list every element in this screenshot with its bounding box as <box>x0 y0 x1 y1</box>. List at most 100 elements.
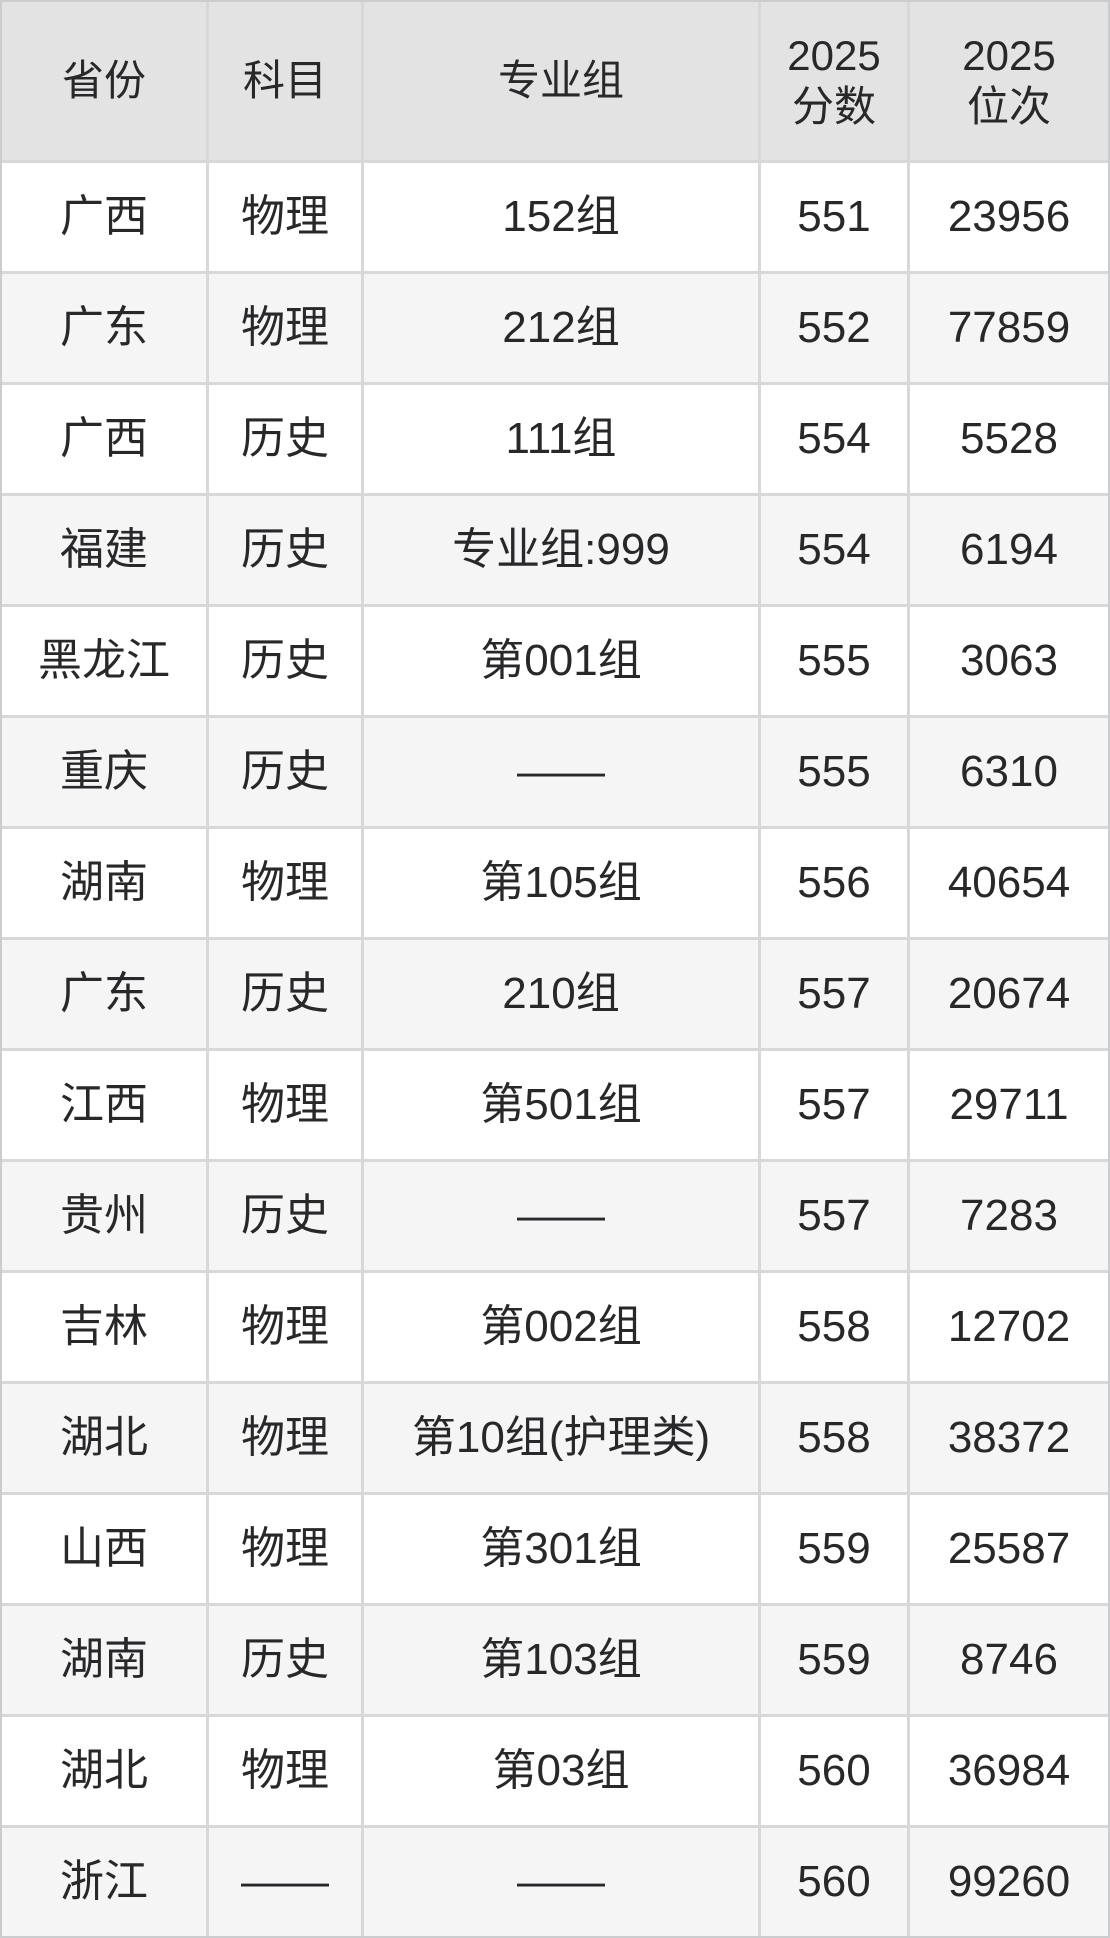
table-cell-subject: 物理 <box>209 1717 361 1825</box>
table-header-row: 省份 科目 专业组 2025 分数 2025 位次 <box>2 2 1108 160</box>
table-cell-group: 第103组 <box>364 1606 758 1714</box>
table-row: 吉林 物理 第002组 558 12702 <box>2 1273 1108 1381</box>
table-cell-group: 第501组 <box>364 1051 758 1159</box>
table-cell-group: —— <box>364 1162 758 1270</box>
column-header-group: 专业组 <box>364 2 758 160</box>
table-cell-province: 浙江 <box>2 1828 206 1936</box>
table-cell-rank_2025: 38372 <box>910 1384 1108 1492</box>
table-cell-subject: —— <box>209 1828 361 1936</box>
table-cell-group: 第10组(护理类) <box>364 1384 758 1492</box>
table-cell-subject: 物理 <box>209 274 361 382</box>
table-cell-group: 152组 <box>364 163 758 271</box>
table-cell-score_2025: 555 <box>761 718 907 826</box>
table-cell-group: 111组 <box>364 385 758 493</box>
table-cell-subject: 历史 <box>209 385 361 493</box>
table-cell-rank_2025: 6194 <box>910 496 1108 604</box>
table-cell-subject: 历史 <box>209 1606 361 1714</box>
table-cell-score_2025: 551 <box>761 163 907 271</box>
column-header-label: 专业组 <box>497 57 624 105</box>
table-cell-group: 212组 <box>364 274 758 382</box>
column-header-province: 省份 <box>2 2 206 160</box>
table-cell-subject: 物理 <box>209 829 361 937</box>
table-row: 广西 历史 111组 554 5528 <box>2 385 1108 493</box>
table-cell-group: 第002组 <box>364 1273 758 1381</box>
table-cell-subject: 物理 <box>209 1384 361 1492</box>
table-cell-rank_2025: 20674 <box>910 940 1108 1048</box>
table-cell-province: 湖南 <box>2 829 206 937</box>
table-cell-subject: 物理 <box>209 1051 361 1159</box>
column-header-label: 位次 <box>966 83 1051 130</box>
table-cell-score_2025: 558 <box>761 1273 907 1381</box>
table-cell-province: 山西 <box>2 1495 206 1603</box>
table-cell-province: 广东 <box>2 940 206 1048</box>
table-cell-group: —— <box>364 718 758 826</box>
table-cell-subject: 历史 <box>209 718 361 826</box>
table-cell-subject: 物理 <box>209 1495 361 1603</box>
table-row: 黑龙江 历史 第001组 555 3063 <box>2 607 1108 715</box>
table-cell-group: 第001组 <box>364 607 758 715</box>
table-row: 福建 历史 专业组:999 554 6194 <box>2 496 1108 604</box>
table-cell-province: 广西 <box>2 385 206 493</box>
table-cell-group: 210组 <box>364 940 758 1048</box>
table-row: 湖北 物理 第10组(护理类) 558 38372 <box>2 1384 1108 1492</box>
table-cell-subject: 物理 <box>209 1273 361 1381</box>
table-cell-rank_2025: 5528 <box>910 385 1108 493</box>
table-cell-subject: 历史 <box>209 1162 361 1270</box>
table-cell-province: 福建 <box>2 496 206 604</box>
table-cell-subject: 历史 <box>209 607 361 715</box>
table-cell-province: 湖南 <box>2 1606 206 1714</box>
table-cell-rank_2025: 3063 <box>910 607 1108 715</box>
table-row: 浙江 —— —— 560 99260 <box>2 1828 1108 1936</box>
table-cell-subject: 物理 <box>209 163 361 271</box>
table-cell-score_2025: 558 <box>761 1384 907 1492</box>
table-cell-rank_2025: 99260 <box>910 1828 1108 1936</box>
table-cell-rank_2025: 36984 <box>910 1717 1108 1825</box>
table-cell-province: 贵州 <box>2 1162 206 1270</box>
table-cell-group: 专业组:999 <box>364 496 758 604</box>
column-header-label: 科目 <box>242 57 327 105</box>
table-row: 广东 物理 212组 552 77859 <box>2 274 1108 382</box>
column-header-label: 分数 <box>791 83 876 130</box>
table-row: 湖南 物理 第105组 556 40654 <box>2 829 1108 937</box>
table-row: 山西 物理 第301组 559 25587 <box>2 1495 1108 1603</box>
table-cell-province: 广东 <box>2 274 206 382</box>
table-cell-rank_2025: 6310 <box>910 718 1108 826</box>
table-cell-score_2025: 559 <box>761 1495 907 1603</box>
table-cell-province: 吉林 <box>2 1273 206 1381</box>
table-cell-group: 第105组 <box>364 829 758 937</box>
table-cell-score_2025: 554 <box>761 496 907 604</box>
table-cell-group: 第301组 <box>364 1495 758 1603</box>
table-cell-rank_2025: 7283 <box>910 1162 1108 1270</box>
table-cell-score_2025: 554 <box>761 385 907 493</box>
table-cell-rank_2025: 29711 <box>910 1051 1108 1159</box>
table-cell-score_2025: 559 <box>761 1606 907 1714</box>
table-cell-province: 黑龙江 <box>2 607 206 715</box>
column-header-label: 省份 <box>61 57 146 105</box>
table-cell-score_2025: 557 <box>761 940 907 1048</box>
table-cell-score_2025: 557 <box>761 1051 907 1159</box>
table-row: 湖北 物理 第03组 560 36984 <box>2 1717 1108 1825</box>
table-cell-group: —— <box>364 1828 758 1936</box>
table-cell-rank_2025: 8746 <box>910 1606 1108 1714</box>
table-cell-score_2025: 560 <box>761 1717 907 1825</box>
table-row: 贵州 历史 —— 557 7283 <box>2 1162 1108 1270</box>
table-cell-province: 重庆 <box>2 718 206 826</box>
table-cell-score_2025: 556 <box>761 829 907 937</box>
table-cell-province: 湖北 <box>2 1384 206 1492</box>
table-cell-subject: 历史 <box>209 496 361 604</box>
table-cell-rank_2025: 40654 <box>910 829 1108 937</box>
table-row: 广东 历史 210组 557 20674 <box>2 940 1108 1048</box>
column-header-label: 2025 <box>787 31 881 79</box>
table-cell-subject: 历史 <box>209 940 361 1048</box>
table-row: 重庆 历史 —— 555 6310 <box>2 718 1108 826</box>
table-cell-province: 广西 <box>2 163 206 271</box>
table-cell-rank_2025: 12702 <box>910 1273 1108 1381</box>
table-cell-group: 第03组 <box>364 1717 758 1825</box>
table-cell-province: 江西 <box>2 1051 206 1159</box>
column-header-label: 2025 <box>962 31 1056 79</box>
table-cell-score_2025: 557 <box>761 1162 907 1270</box>
table-cell-rank_2025: 77859 <box>910 274 1108 382</box>
table-row: 湖南 历史 第103组 559 8746 <box>2 1606 1108 1714</box>
column-header-subject: 科目 <box>209 2 361 160</box>
